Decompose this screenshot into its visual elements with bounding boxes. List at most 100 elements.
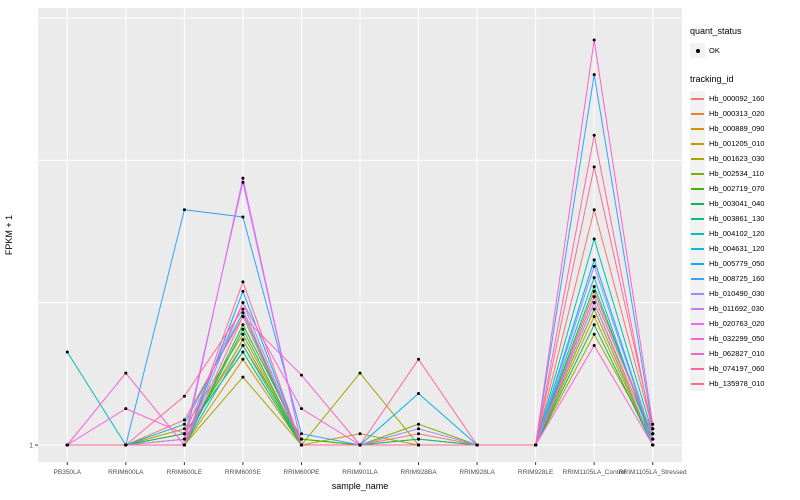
- series-line-key-icon: [690, 316, 705, 331]
- data-points: [65, 38, 655, 447]
- series-line-key-icon: [690, 211, 705, 226]
- legend-item-label: Hb_001205_010: [709, 139, 765, 148]
- legend-item-label: Hb_008725_160: [709, 274, 765, 283]
- data-point: [592, 73, 596, 77]
- data-point: [241, 338, 245, 342]
- data-point: [592, 295, 596, 299]
- series-line-key-icon: [690, 166, 705, 181]
- data-point: [651, 427, 655, 431]
- data-point: [592, 289, 596, 293]
- legend-item-tracking-id: Hb_002534_110: [690, 166, 800, 181]
- series-line-key-icon: [690, 136, 705, 151]
- data-point: [592, 284, 596, 288]
- legend-item-label: Hb_003041_040: [709, 199, 765, 208]
- data-point: [651, 437, 655, 441]
- legend-item-tracking-id: Hb_003861_130: [690, 211, 800, 226]
- data-point: [475, 443, 479, 447]
- legend-item-label: Hb_001623_030: [709, 154, 765, 163]
- data-point: [241, 289, 245, 293]
- data-point: [417, 443, 421, 447]
- data-point: [299, 373, 303, 377]
- legend-item-tracking-id: Hb_062827_010: [690, 346, 800, 361]
- x-tick-label: RRIM600LA: [108, 469, 144, 476]
- x-tick-label: PB350LA: [54, 469, 82, 476]
- data-point: [241, 180, 245, 184]
- data-point: [417, 392, 421, 396]
- data-point: [417, 427, 421, 431]
- data-point: [592, 264, 596, 268]
- x-tick-label: RRIM901LA: [342, 469, 378, 476]
- legend-item-tracking-id: Hb_002719_070: [690, 181, 800, 196]
- legend-item-label: Hb_011692_030: [709, 304, 764, 313]
- y-axis-title: FPKM + 1: [4, 215, 14, 255]
- series-line-key-icon: [690, 301, 705, 316]
- series-line-key-icon: [690, 346, 705, 361]
- data-point: [651, 443, 655, 447]
- data-point: [592, 344, 596, 348]
- legend-tracking-id-section: tracking_id Hb_000092_160 Hb_000313_020 Hb…: [690, 74, 800, 391]
- legend-item-tracking-id: Hb_005779_050: [690, 256, 800, 271]
- legend-item-tracking-id: Hb_004631_120: [690, 241, 800, 256]
- legend-item-tracking-id: Hb_032299_050: [690, 331, 800, 346]
- legend-item-tracking-id: Hb_074197_060: [690, 361, 800, 376]
- data-point: [651, 432, 655, 436]
- x-tick-label: RRIM1105LA_Control: [563, 469, 627, 476]
- legend-item-label: Hb_000889_090: [709, 124, 765, 133]
- legend-item-label: Hb_062827_010: [709, 349, 765, 358]
- x-tick-label: RRIM928BA: [400, 469, 437, 476]
- data-point: [592, 38, 596, 42]
- data-point: [182, 418, 186, 422]
- data-point: [358, 371, 362, 375]
- data-point: [241, 311, 245, 315]
- data-point: [241, 344, 245, 348]
- data-point: [182, 422, 186, 426]
- legend-item-tracking-id: Hb_135978_010: [690, 376, 800, 391]
- legend-item-tracking-id: Hb_020763_020: [690, 316, 800, 331]
- series-line-key-icon: [690, 181, 705, 196]
- data-point: [299, 407, 303, 411]
- data-point: [417, 357, 421, 361]
- legend-quant-status-section: quant_status OK: [690, 26, 800, 58]
- series-line-key-icon: [690, 151, 705, 166]
- legend: quant_status OK tracking_id Hb_000092_16…: [688, 0, 800, 500]
- series-line-key-icon: [690, 376, 705, 391]
- data-point: [592, 237, 596, 241]
- data-point: [651, 422, 655, 426]
- legend-item-tracking-id: Hb_000313_020: [690, 106, 800, 121]
- legend-item-tracking-id: Hb_004102_120: [690, 226, 800, 241]
- series-line-key-icon: [690, 106, 705, 121]
- legend-item-tracking-id: Hb_011692_030: [690, 301, 800, 316]
- data-point: [182, 443, 186, 447]
- data-point: [182, 437, 186, 441]
- data-point: [592, 258, 596, 262]
- legend-item-label: Hb_004102_120: [709, 229, 765, 238]
- data-point: [124, 371, 128, 375]
- data-point: [241, 314, 245, 318]
- legend-item-label: Hb_004631_120: [709, 244, 765, 253]
- legend-item-label: Hb_000313_020: [709, 109, 765, 118]
- legend-item-tracking-id: Hb_000889_090: [690, 121, 800, 136]
- data-point: [299, 432, 303, 436]
- data-point: [358, 432, 362, 436]
- series-line-key-icon: [690, 226, 705, 241]
- data-point: [241, 350, 245, 354]
- data-point: [592, 314, 596, 318]
- data-point: [182, 432, 186, 436]
- legend-item-tracking-id: Hb_001205_010: [690, 136, 800, 151]
- y-tick-label: 1: [29, 443, 33, 450]
- series-line-key-icon: [690, 271, 705, 286]
- data-point: [299, 443, 303, 447]
- x-tick-label: RRIM600LE: [167, 469, 203, 476]
- axis-ticks-and-labels: 1 PB350LA RRIM600LA RRIM600LE RRIM600SE RRIM6…: [29, 443, 687, 477]
- x-tick-label: RRIM600SE: [225, 469, 262, 476]
- data-point: [241, 301, 245, 305]
- data-point: [299, 437, 303, 441]
- legend-item-tracking-id: Hb_003041_040: [690, 196, 800, 211]
- data-point: [592, 165, 596, 169]
- data-point: [182, 427, 186, 431]
- series-line-key-icon: [690, 241, 705, 256]
- data-point: [65, 350, 69, 354]
- data-point: [182, 208, 186, 212]
- data-point: [124, 443, 128, 447]
- plot-panel: 1 PB350LA RRIM600LA RRIM600LE RRIM600SE RRIM6…: [4, 8, 687, 491]
